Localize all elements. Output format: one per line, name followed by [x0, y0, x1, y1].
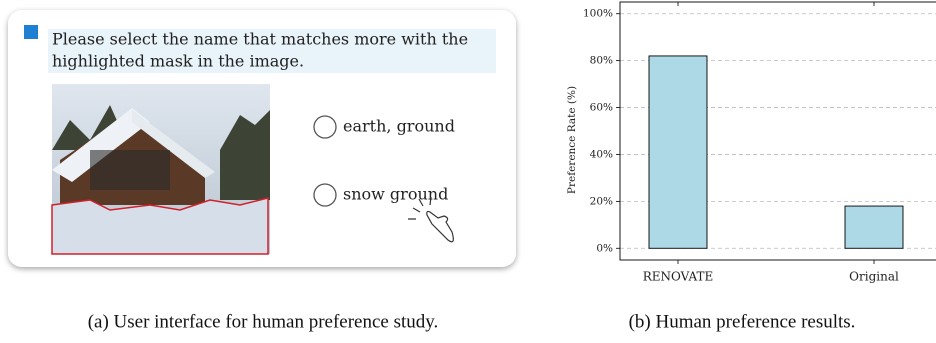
figure: Please select the name that matches more… [0, 0, 936, 343]
caption: (b) Human preference results. [629, 311, 856, 332]
radio[interactable] [314, 184, 336, 206]
x-tick-label: RENOVATE [643, 270, 714, 284]
x-tick-label: Original [849, 270, 899, 284]
question-line: highlighted mask in the image. [52, 52, 304, 71]
y-tick-label: 100% [583, 8, 613, 20]
option-label[interactable]: snow ground [343, 185, 448, 204]
y-tick-label: 60% [590, 102, 613, 114]
bar [845, 206, 903, 248]
y-tick-label: 20% [590, 195, 613, 207]
y-tick-label: 0% [596, 242, 613, 254]
y-tick-label: 40% [590, 148, 613, 160]
bar [649, 56, 707, 248]
marker [24, 25, 38, 39]
option-label[interactable]: earth, ground [343, 117, 455, 136]
question-line: Please select the name that matches more… [52, 30, 468, 49]
caption: (a) User interface for human preference … [88, 311, 439, 332]
y-axis-label: Preference Rate (%) [566, 86, 578, 194]
y-tick-label: 80% [590, 55, 613, 67]
image [52, 84, 270, 254]
radio[interactable] [314, 116, 336, 138]
